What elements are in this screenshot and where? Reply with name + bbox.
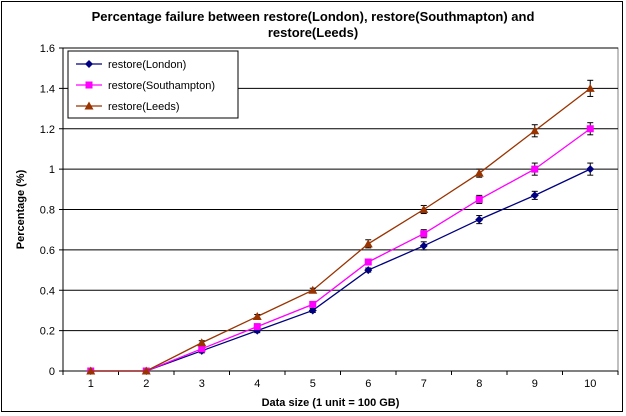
x-tick-label-3: 4	[254, 378, 260, 390]
legend-marker-1	[85, 81, 93, 89]
data-point-2-0	[86, 366, 96, 375]
data-point-0-6	[419, 241, 428, 250]
data-point-0-8	[530, 191, 539, 200]
legend-label-0: restore(London)	[108, 59, 186, 71]
x-axis-title: Data size (1 unit = 100 GB)	[262, 397, 400, 409]
data-point-0-4	[308, 306, 317, 315]
legend-label-1: restore(Southampton)	[108, 80, 215, 92]
legend-label-2: restore(Leeds)	[108, 101, 180, 113]
y-tick-label-2: 0.4	[40, 285, 55, 297]
data-point-0-5	[364, 266, 373, 275]
x-tick-label-8: 9	[532, 378, 538, 390]
y-tick-label-1: 0.2	[40, 326, 55, 338]
y-tick-label-7: 1.4	[40, 83, 55, 95]
x-tick-label-2: 3	[199, 378, 205, 390]
series-line-2	[90, 87, 591, 372]
x-tick-label-9: 10	[584, 378, 596, 390]
y-tick-label-0: 0	[49, 366, 55, 378]
x-tick-label-6: 7	[421, 378, 427, 390]
chart-title-line-1: Percentage failure between restore(Londo…	[91, 9, 535, 24]
data-point-1-5	[364, 258, 372, 266]
legend-marker-2	[84, 101, 94, 110]
y-tick-label-4: 0.8	[40, 205, 55, 217]
y-tick-label-5: 1	[49, 164, 55, 176]
series-line-1	[90, 128, 591, 372]
chart-title-line-2: restore(Leeds)	[267, 25, 359, 40]
y-axis-title: Percentage (%)	[15, 169, 27, 249]
data-point-2-5	[363, 239, 373, 248]
data-point-1-3	[253, 323, 261, 331]
data-point-1-9	[586, 125, 594, 133]
series-line-0	[90, 168, 591, 372]
x-tick-label-7: 8	[476, 378, 482, 390]
data-point-1-4	[309, 300, 317, 308]
data-point-1-6	[420, 230, 428, 238]
legend-marker-0	[85, 60, 93, 68]
x-tick-label-1: 2	[143, 378, 149, 390]
x-tick-label-0: 1	[88, 378, 94, 390]
data-point-2-8	[530, 126, 540, 135]
data-point-2-4	[308, 285, 318, 294]
data-point-1-7	[475, 195, 483, 203]
data-point-2-3	[252, 311, 262, 320]
x-tick-label-5: 6	[365, 378, 371, 390]
x-tick-label-4: 5	[310, 378, 316, 390]
data-point-2-1	[141, 366, 151, 375]
data-point-1-2	[198, 345, 206, 353]
data-point-2-6	[419, 205, 429, 213]
y-tick-label-8: 1.6	[40, 43, 55, 55]
data-point-1-8	[531, 165, 539, 173]
y-tick-label-6: 1.2	[40, 124, 55, 136]
data-point-2-2	[197, 338, 207, 347]
data-point-2-7	[474, 168, 484, 177]
data-point-0-7	[475, 215, 484, 224]
data-point-2-9	[585, 83, 595, 92]
y-tick-label-3: 0.6	[40, 245, 55, 257]
data-point-0-9	[586, 165, 595, 174]
